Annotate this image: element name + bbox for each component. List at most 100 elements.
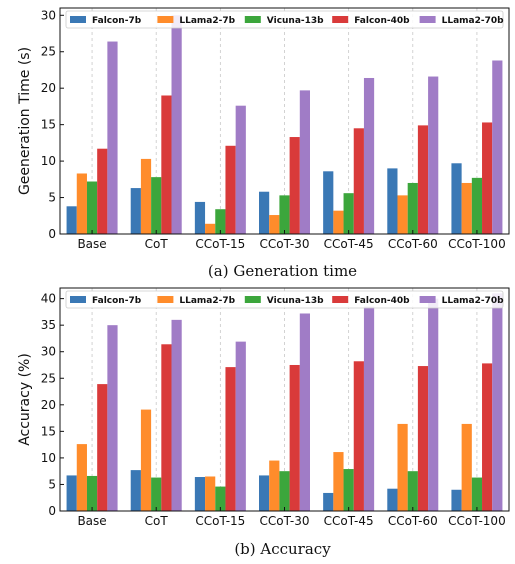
chart-2: 0 5 10 15 20 25 30 35 40 Base CoT CCoT-15 CCoT-30 CCo…	[17, 287, 510, 558]
bar-falcon-7b-ccot-15	[194, 201, 206, 234]
x-tick-label: CCoT-30	[260, 514, 310, 528]
x-tick-label: CCoT-60	[388, 237, 438, 251]
x-tick-label: CCoT-15	[195, 514, 245, 528]
bar-llama2-70b-ccot-30	[299, 313, 310, 511]
bar-llama2-70b-ccot-100	[492, 60, 503, 234]
legend-swatch	[332, 296, 349, 303]
y-tick-label: 40	[41, 292, 56, 306]
bar-falcon-40b-base	[97, 148, 108, 234]
legend-label: LLama2-70b	[442, 16, 505, 26]
legend-swatch	[419, 296, 436, 303]
bar-llama2-7b-ccot-100	[461, 423, 472, 511]
legend-swatch	[70, 16, 86, 23]
bar-llama2-7b-ccot-60	[397, 423, 408, 511]
legend-swatch	[244, 296, 261, 303]
y-tick-label: 10	[41, 154, 56, 168]
bar-falcon-40b-cot	[161, 95, 172, 234]
bar-llama2-70b-ccot-45	[363, 306, 375, 511]
y-tick-label: 30	[41, 8, 56, 22]
bar-llama2-70b-ccot-60	[428, 76, 439, 235]
bar-vicuna-13b-base	[86, 475, 98, 511]
bar-vicuna-13b-ccot-45	[343, 469, 354, 511]
chart-caption: (a) Generation time	[208, 262, 357, 280]
y-tick-label: 20	[41, 398, 56, 412]
bar-vicuna-13b-cot	[151, 477, 162, 511]
bar-falcon-7b-base	[66, 206, 77, 234]
legend-swatch	[244, 16, 261, 23]
bar-falcon-7b-base	[66, 475, 77, 511]
x-tick-label: CCoT-100	[448, 237, 506, 251]
bar-llama2-70b-ccot-15	[235, 341, 246, 511]
bar-vicuna-13b-ccot-15	[215, 209, 226, 234]
x-tick-label: CCoT-30	[260, 237, 310, 251]
bar-llama2-70b-ccot-60	[428, 298, 439, 511]
bar-falcon-40b-ccot-60	[417, 125, 429, 234]
legend-label: LLama2-70b	[442, 296, 505, 306]
x-tick-label: CCoT-100	[448, 514, 506, 528]
legend	[65, 290, 504, 309]
bar-falcon-40b-ccot-60	[417, 366, 429, 511]
bar-falcon-40b-ccot-45	[353, 361, 364, 511]
y-axis-title: Accuracy (%)	[17, 353, 33, 446]
legend-label: Falcon-40b	[354, 16, 410, 26]
legend-label: LLama2-7b	[179, 296, 235, 306]
bar-vicuna-13b-ccot-30	[279, 471, 290, 511]
bar-llama2-7b-ccot-15	[205, 223, 216, 234]
legend-swatch	[332, 16, 349, 23]
bar-falcon-7b-ccot-45	[323, 171, 334, 234]
x-tick-label: Base	[77, 237, 106, 251]
bar-llama2-7b-ccot-60	[397, 195, 408, 234]
y-tick-label: 10	[41, 451, 56, 465]
bar-falcon-7b-ccot-45	[323, 492, 334, 511]
bar-llama2-7b-ccot-45	[333, 452, 344, 511]
x-tick-label: CCoT-15	[195, 237, 245, 251]
legend-swatch	[419, 16, 436, 23]
plot-frame	[59, 7, 510, 235]
y-tick-label: 15	[41, 424, 56, 438]
bar-llama2-7b-ccot-30	[269, 215, 280, 234]
x-tick-label: CoT	[145, 237, 169, 251]
y-tick-label: 0	[48, 227, 56, 241]
x-tick-label: CCoT-45	[324, 514, 374, 528]
y-tick-label: 5	[48, 477, 56, 491]
legend-label: Vicuna-13b	[267, 296, 324, 306]
bar-falcon-7b-ccot-100	[451, 163, 462, 234]
bar-vicuna-13b-ccot-15	[215, 486, 226, 511]
bar-vicuna-13b-ccot-100	[471, 477, 483, 511]
y-tick-label: 25	[41, 45, 56, 59]
bar-vicuna-13b-base	[86, 181, 98, 234]
bar-llama2-7b-cot	[140, 158, 152, 234]
bar-falcon-40b-ccot-15	[225, 367, 236, 511]
bar-llama2-70b-ccot-15	[235, 105, 246, 234]
bar-llama2-70b-ccot-100	[492, 293, 503, 511]
bar-falcon-7b-ccot-15	[194, 477, 206, 511]
legend-swatch	[157, 16, 174, 23]
y-tick-label: 25	[41, 371, 56, 385]
bar-llama2-70b-cot	[171, 15, 182, 234]
x-tick-label: CCoT-45	[324, 237, 374, 251]
bar-llama2-70b-base	[107, 325, 118, 511]
y-tick-label: 30	[41, 345, 56, 359]
bar-vicuna-13b-ccot-30	[279, 195, 290, 234]
y-tick-label: 5	[48, 191, 56, 205]
bar-llama2-7b-ccot-45	[333, 210, 344, 234]
legend-swatch	[70, 296, 86, 303]
bar-falcon-40b-cot	[161, 344, 172, 511]
bar-llama2-7b-ccot-100	[461, 182, 472, 234]
bar-llama2-7b-ccot-15	[205, 476, 216, 511]
y-tick-label: 0	[48, 504, 56, 518]
bar-falcon-40b-ccot-100	[482, 363, 493, 511]
bar-falcon-40b-base	[97, 384, 108, 511]
bar-llama2-70b-base	[107, 41, 118, 234]
y-axis-title: Geeneration Time (s)	[17, 47, 33, 195]
x-tick-label: CoT	[145, 514, 169, 528]
legend	[65, 10, 504, 29]
bar-vicuna-13b-cot	[151, 177, 162, 234]
bar-falcon-7b-cot	[130, 188, 141, 234]
legend-label: Vicuna-13b	[267, 16, 324, 26]
bar-falcon-40b-ccot-45	[353, 128, 364, 234]
bar-vicuna-13b-ccot-60	[407, 182, 418, 234]
legend-label: Falcon-7b	[92, 16, 142, 26]
y-tick-label: 15	[41, 118, 56, 132]
